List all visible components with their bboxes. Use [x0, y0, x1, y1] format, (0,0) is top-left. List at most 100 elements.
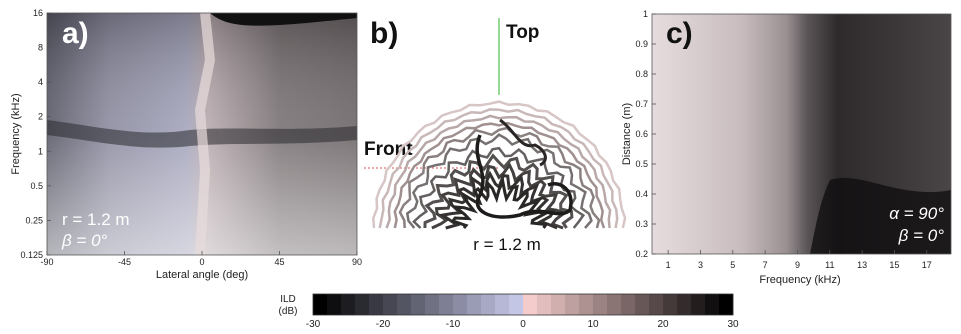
panel-a: -90 -45 0 45 90 0.125 0.25 0.5 1 2 4 8 16 Lateral an…: [10, 8, 362, 281]
colorbar-cell: [467, 294, 482, 315]
heatmap-center-ridge-a: [194, 12, 216, 256]
colorbar-cell: [579, 294, 594, 315]
heatmap-dark-band-a: [47, 13, 357, 26]
y-tick-label-a: 0.5: [30, 181, 43, 191]
colorbar-cells: [313, 294, 734, 315]
colorbar-ticks: -30 -20 -10 0 10 20 30: [306, 319, 739, 330]
colorbar-tick-label: -10: [446, 319, 461, 330]
colorbar-tick-label: 10: [587, 319, 599, 330]
y-tick-label-c: 0.2: [635, 249, 648, 259]
x-tick-label-c: 5: [730, 260, 735, 270]
colorbar-cell: [565, 294, 580, 315]
y-tick-label-a: 0.25: [25, 215, 43, 225]
contour-line: [475, 134, 573, 219]
annotation-beta-a: β = 0°: [61, 231, 108, 250]
x-tick-label-a: -90: [40, 257, 53, 267]
y-tick-label-a: 2: [38, 112, 43, 122]
label-front: Front: [364, 139, 413, 160]
colorbar-cell: [509, 294, 524, 315]
colorbar-cell: [383, 294, 398, 315]
colorbar-cell: [621, 294, 636, 315]
colorbar-cell: [369, 294, 384, 315]
colorbar-cell: [411, 294, 426, 315]
y-axis-label-c: Distance (m): [621, 103, 633, 165]
y-tick-label-c: 0.9: [635, 39, 648, 49]
panel-label-b: b): [370, 17, 398, 50]
x-tick-label-a: 45: [274, 257, 284, 267]
colorbar-cell: [425, 294, 440, 315]
x-tick-label-c: 7: [763, 260, 768, 270]
y-tick-label-a: 1: [38, 146, 43, 156]
colorbar-frame: [312, 293, 734, 316]
colorbar-cell: [691, 294, 706, 315]
contour-line: [499, 118, 547, 167]
x-axis-label-a: Lateral angle (deg): [156, 269, 248, 281]
contour-lines-b: [372, 100, 627, 230]
x-tick-label-c: 11: [825, 260, 834, 270]
colorbar-label-line2: (dB): [279, 306, 298, 317]
colorbar-cell: [313, 294, 328, 315]
colorbar-cell: [397, 294, 412, 315]
x-tick-label-c: 9: [795, 260, 800, 270]
colorbar-cell: [607, 294, 622, 315]
colorbar-tick-label: 0: [520, 319, 526, 330]
y-tick-label-c: 0.6: [635, 129, 648, 139]
axis-ticks-a: -90 -45 0 45 90 0.125 0.25 0.5 1 2 4 8 16: [20, 8, 362, 267]
y-tick-label-a: 4: [38, 77, 43, 87]
colorbar-cell: [649, 294, 664, 315]
contour-line: [393, 121, 606, 229]
colorbar-cell: [327, 294, 342, 315]
colorbar-cell: [341, 294, 356, 315]
x-tick-label-a: -45: [118, 257, 131, 267]
colorbar-tick-label: -20: [376, 319, 391, 330]
colorbar-cell: [495, 294, 510, 315]
colorbar: -30 -20 -10 0 10 20 30 ILD (dB): [279, 293, 739, 330]
x-tick-label-c: 3: [698, 260, 703, 270]
colorbar-label-line1: ILD: [280, 294, 296, 305]
panel-c: 1 3 5 7 9 11 13 15 170.20.30.40.50.60.70.80.91 F…: [621, 9, 952, 286]
colorbar-tick-label: 20: [657, 319, 669, 330]
heatmap-dark-region-c: [810, 177, 951, 254]
label-top: Top: [506, 22, 539, 43]
colorbar-tick-label: 30: [727, 319, 739, 330]
axis-ticks-c: 1 3 5 7 9 11 13 15 170.20.30.40.50.60.70.80.91: [635, 9, 931, 270]
y-tick-label-c: 0.4: [635, 189, 648, 199]
annotation-radius-b: r = 1.2 m: [473, 235, 541, 254]
colorbar-tick-label: -30: [306, 319, 321, 330]
contour-line: [385, 114, 612, 229]
colorbar-cell: [481, 294, 496, 315]
contour-line: [431, 162, 568, 230]
annotation-radius-a: r = 1.2 m: [62, 210, 130, 229]
x-tick-label-c: 1: [666, 260, 671, 270]
y-tick-label-a: 0.125: [20, 250, 43, 260]
contour-line: [405, 133, 593, 229]
colorbar-cell: [523, 294, 538, 315]
colorbar-cell: [453, 294, 468, 315]
y-tick-label-c: 0.8: [635, 69, 648, 79]
annotation-alpha-c: α = 90°: [889, 204, 944, 223]
colorbar-cell: [635, 294, 650, 315]
x-tick-label-c: 17: [922, 260, 932, 270]
panel-b: b) Top Front r = 1.2 m: [364, 17, 627, 254]
panel-label-c: c): [666, 17, 693, 50]
colorbar-cell: [439, 294, 454, 315]
panel-label-a: a): [62, 17, 89, 50]
y-tick-label-c: 0.7: [635, 99, 648, 109]
colorbar-cell: [537, 294, 552, 315]
y-tick-label-a: 8: [38, 43, 43, 53]
colorbar-cell: [663, 294, 678, 315]
contour-line: [423, 153, 574, 229]
x-tick-label-c: 15: [889, 260, 899, 270]
contour-line: [372, 100, 627, 229]
contour-line: [378, 108, 619, 229]
x-tick-label-a: 90: [352, 257, 362, 267]
colorbar-cell: [705, 294, 720, 315]
colorbar-cell: [355, 294, 370, 315]
y-tick-label-c: 0.5: [635, 159, 648, 169]
y-tick-label-a: 16: [33, 8, 43, 18]
y-tick-label-c: 0.3: [635, 219, 648, 229]
x-axis-label-c: Frequency (kHz): [759, 274, 840, 286]
x-tick-label-c: 13: [857, 260, 867, 270]
colorbar-cell: [551, 294, 566, 315]
